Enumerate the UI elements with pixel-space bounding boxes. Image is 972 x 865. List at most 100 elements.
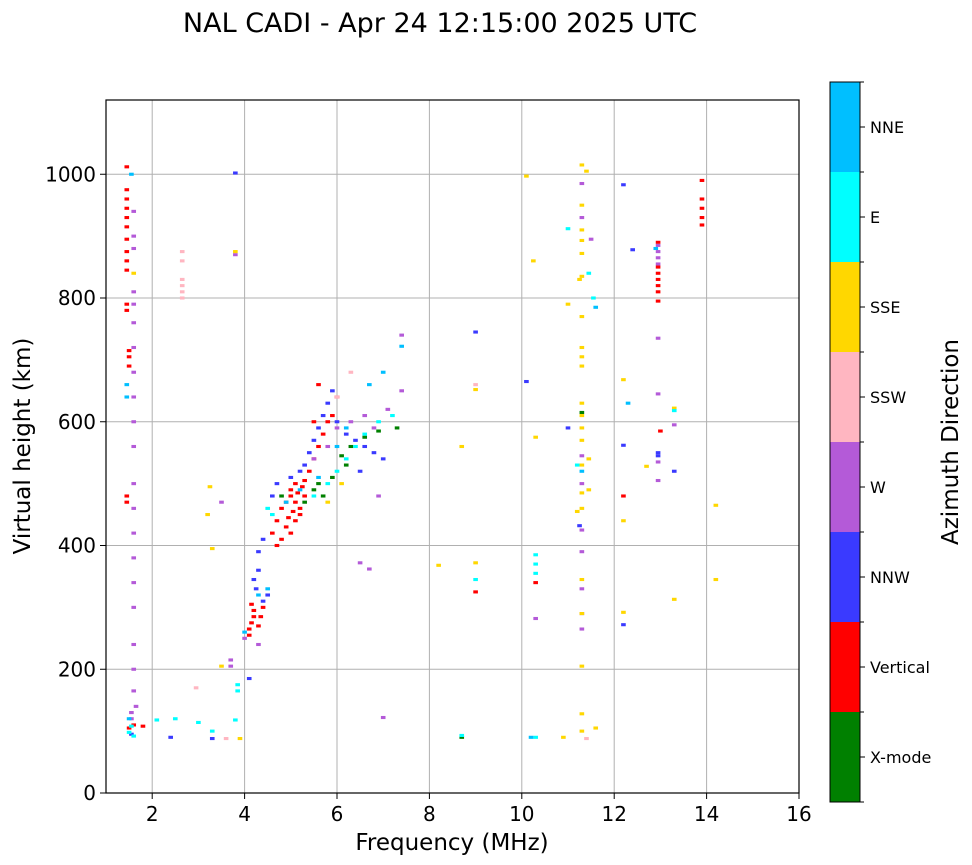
colorbar-label-sse: SSE — [870, 298, 900, 317]
y-tick-label: 200 — [58, 657, 96, 681]
data-point-w — [325, 444, 331, 449]
data-point-nnw — [253, 587, 259, 591]
data-point-e — [233, 718, 238, 722]
y-axis-label: Virtual height (km) — [10, 338, 36, 555]
data-point-sse — [579, 491, 585, 495]
x-tick-label: 4 — [238, 802, 251, 826]
data-point-nnw — [129, 732, 134, 736]
data-point-w — [357, 561, 363, 565]
data-point-vertical — [300, 485, 305, 489]
data-point-sse — [579, 438, 585, 442]
data-point-x-mode — [459, 735, 465, 739]
colorbar-label: Azimuth Direction — [938, 339, 964, 545]
data-point-vertical — [124, 500, 130, 504]
data-point-w — [380, 715, 386, 720]
data-point-vertical — [699, 197, 705, 201]
data-point-e — [325, 482, 331, 486]
data-point-w — [579, 528, 585, 532]
data-point-vertical — [699, 178, 705, 182]
colorbar-label-nnw: NNW — [870, 568, 910, 587]
data-point-e — [362, 432, 368, 436]
data-point-nne — [124, 383, 130, 387]
data-point-w — [131, 209, 137, 213]
data-point-vertical — [126, 726, 132, 730]
data-point-w — [131, 321, 137, 325]
data-point-x-mode — [320, 494, 326, 498]
data-point-vertical — [699, 206, 705, 210]
data-point-vertical — [302, 478, 307, 483]
data-point-nnw — [302, 463, 307, 467]
data-point-w — [219, 500, 224, 504]
data-point-w — [133, 704, 139, 708]
data-point-nnw — [251, 577, 257, 582]
data-point-nnw — [380, 457, 386, 461]
data-point-e — [533, 562, 538, 566]
data-point-nne — [256, 593, 261, 597]
grid-lines — [106, 100, 800, 794]
data-point-e — [565, 227, 571, 231]
data-point-vertical — [325, 420, 331, 424]
data-point-w — [367, 567, 372, 571]
data-point-vertical — [316, 444, 321, 449]
x-tick-label: 10 — [509, 802, 534, 826]
colorbar-label-nne: NNE — [870, 118, 904, 137]
data-point-vertical — [258, 615, 264, 619]
data-point-nne — [334, 444, 340, 449]
data-point-nne — [129, 172, 134, 176]
data-point-nnw — [288, 475, 294, 479]
data-point-vertical — [621, 494, 626, 498]
data-point-sse — [579, 729, 585, 733]
data-point-ssw — [179, 259, 185, 263]
data-point-vertical — [473, 590, 478, 594]
data-point-x-mode — [311, 488, 317, 492]
data-point-vertical — [330, 414, 335, 418]
data-point-sse — [579, 401, 585, 405]
data-point-vertical — [124, 494, 130, 498]
data-point-e — [533, 553, 538, 557]
data-point-sse — [436, 563, 441, 567]
data-point-vertical — [286, 516, 291, 520]
data-point-w — [129, 711, 134, 715]
data-point-vertical — [124, 259, 130, 263]
data-point-vertical — [320, 432, 326, 436]
data-point-vertical — [249, 621, 254, 625]
data-point-sse — [577, 277, 582, 281]
data-point-sse — [561, 735, 566, 739]
data-point-w — [579, 482, 585, 486]
data-point-w — [579, 627, 585, 631]
data-point-sse — [713, 503, 719, 507]
x-axis: 2 4 6 8 10 12 14 16 — [146, 793, 812, 826]
data-point-ssw — [473, 383, 478, 387]
data-point-w — [533, 616, 538, 621]
data-point-w — [131, 605, 137, 609]
data-point-w — [376, 494, 381, 498]
data-point-e — [235, 689, 240, 693]
data-point-x-mode — [376, 429, 381, 433]
data-point-w — [579, 216, 585, 220]
data-point-e — [343, 457, 349, 461]
data-point-sse — [209, 547, 215, 551]
data-point-w — [655, 250, 661, 254]
plot-frame — [105, 99, 800, 794]
data-point-e — [459, 733, 465, 738]
data-point-sse — [593, 726, 599, 730]
data-point-w — [131, 302, 137, 306]
data-point-w — [131, 531, 137, 535]
data-point-w — [131, 482, 137, 486]
data-point-e — [353, 444, 358, 449]
data-point-sse — [713, 577, 719, 582]
data-point-sse — [579, 463, 585, 467]
data-point-w — [671, 423, 677, 427]
data-point-nnw — [621, 183, 626, 187]
data-point-vertical — [274, 519, 280, 523]
data-point-sse — [579, 238, 585, 243]
colorbar: X-mode Vertical NNW W SSW SSE E NNE — [829, 81, 931, 803]
data-point-w — [131, 345, 137, 350]
data-point-vertical — [655, 284, 661, 288]
data-point-vertical — [288, 494, 294, 498]
colorbar-label-ssw: SSW — [870, 388, 906, 407]
data-point-nnw — [274, 482, 280, 486]
data-point-nnw — [334, 420, 340, 424]
data-point-nnw — [357, 469, 363, 473]
